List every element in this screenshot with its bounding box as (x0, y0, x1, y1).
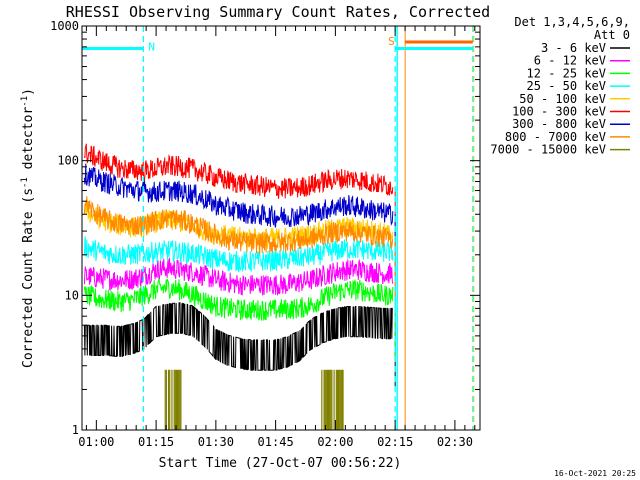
x-tick-label-1: 01:15 (138, 435, 174, 449)
y-axis-label-mid: detector (21, 107, 36, 178)
series-line-5 (83, 143, 394, 199)
legend-label-3: 25 - 50 keV (527, 79, 606, 93)
y-tick-label-1: 10 (65, 288, 79, 302)
legend-header-1: Det 1,3,4,5,6,9, (514, 15, 630, 29)
legend-label-1: 6 - 12 keV (534, 54, 606, 68)
y-axis-label-sup2: -1 (20, 96, 30, 107)
plot-frame (81, 25, 481, 431)
series-line-2 (83, 278, 394, 321)
series-line-1 (83, 257, 394, 296)
y-tick-label-3: 1000 (50, 19, 79, 33)
legend-label-6: 300 - 800 keV (512, 117, 606, 131)
x-tick-label-5: 02:15 (377, 435, 413, 449)
y-axis-label: Corrected Count Rate (s-1 detector-1) (20, 88, 36, 368)
chart-title: RHESSI Observing Summary Count Rates, Co… (66, 3, 490, 21)
y-axis-label-main: Corrected Count Rate (s (21, 188, 36, 368)
series-line-3 (83, 236, 394, 273)
x-axis-label: Start Time (27-Oct-07 00:56:22) (159, 456, 402, 471)
legend-label-0: 3 - 6 keV (541, 41, 606, 55)
x-tick-label-2: 01:30 (198, 435, 234, 449)
legend-label-7: 800 - 7000 keV (505, 130, 606, 144)
x-tick-label-4: 02:00 (317, 435, 353, 449)
y-tick-label-2: 100 (57, 154, 79, 168)
y-axis-label-end: ) (21, 88, 36, 96)
series-line-0 (83, 302, 393, 371)
series-group (83, 143, 396, 430)
plot-area: N S 1 10 100 1000 01:00 01:15 01:30 01:45 02:00 02:… (50, 19, 481, 449)
legend-label-8: 7000 - 15000 keV (490, 143, 606, 157)
night-label: N (148, 41, 155, 54)
legend-label-2: 12 - 25 keV (527, 66, 606, 80)
y-axis-label-sup1: -1 (20, 177, 30, 188)
saa-label: S (388, 35, 395, 48)
legend-header-2: Att 0 (594, 28, 630, 42)
x-tick-label-0: 01:00 (78, 435, 114, 449)
series-line-6 (83, 163, 394, 229)
x-tick-label-3: 01:45 (258, 435, 294, 449)
series-line-7 (83, 196, 394, 255)
footer-timestamp: 16-Oct-2021 20:25 (554, 469, 636, 478)
y-tick-label-0: 1 (72, 423, 79, 437)
legend-label-4: 50 - 100 keV (519, 92, 606, 106)
legend-label-5: 100 - 300 keV (512, 105, 606, 119)
x-tick-label-6: 02:30 (437, 435, 473, 449)
